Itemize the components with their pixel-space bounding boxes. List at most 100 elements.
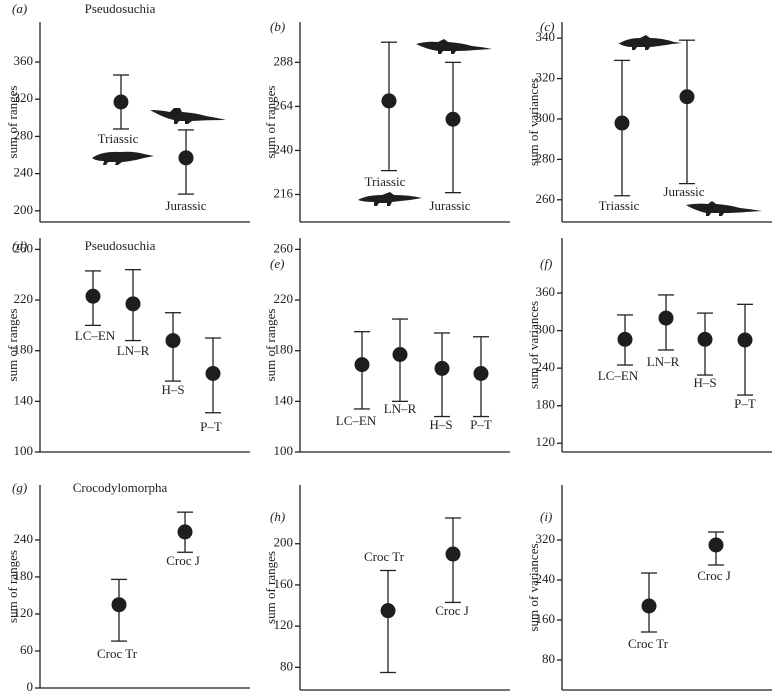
y-axis-label: sum of variances: [526, 78, 541, 166]
panel-label: (d): [12, 238, 27, 253]
panel-label: (e): [270, 256, 284, 271]
point: [85, 288, 101, 304]
y-tick-label: 320: [536, 531, 556, 546]
panel-title: Pseudosuchia: [85, 1, 156, 16]
y-tick-label: 300: [536, 110, 556, 125]
category-label: Croc J: [435, 603, 469, 618]
point: [113, 94, 129, 110]
point: [658, 310, 674, 326]
y-tick-label: 288: [274, 53, 294, 68]
point: [205, 365, 221, 381]
silhouette: [358, 192, 422, 206]
point: [111, 597, 127, 613]
silhouette: [618, 35, 682, 50]
category-label: P–T: [200, 419, 222, 434]
y-tick-label: 280: [14, 127, 34, 142]
y-tick-label: 120: [536, 434, 556, 449]
y-tick-label: 100: [14, 443, 34, 458]
y-tick-label: 260: [274, 240, 294, 255]
y-tick-label: 140: [274, 392, 294, 407]
point: [697, 331, 713, 347]
point: [380, 603, 396, 619]
panel-label: (b): [270, 19, 285, 34]
category-label: Croc Tr: [97, 646, 138, 661]
y-axis-label: sum of ranges: [5, 309, 20, 382]
point: [617, 331, 633, 347]
y-tick-label: 180: [14, 342, 34, 357]
category-label: Triassic: [365, 174, 406, 189]
y-axis-label: sum of ranges: [263, 86, 278, 159]
y-tick-label: 160: [274, 576, 294, 591]
y-tick-label: 340: [536, 29, 556, 44]
point: [679, 89, 695, 105]
y-tick-label: 180: [274, 342, 294, 357]
silhouettes: [92, 35, 762, 216]
silhouette: [416, 39, 492, 54]
y-axis-label: sum of ranges: [5, 550, 20, 623]
point: [354, 357, 370, 373]
y-tick-label: 100: [274, 443, 294, 458]
point: [614, 115, 630, 131]
y-tick-label: 280: [536, 150, 556, 165]
category-label: LN–R: [384, 401, 417, 416]
panel-title: Crocodylomorpha: [73, 480, 168, 495]
category-label: Croc Tr: [628, 636, 669, 651]
y-tick-label: 320: [14, 90, 34, 105]
y-tick-label: 180: [536, 397, 556, 412]
panel-label: (c): [540, 19, 554, 34]
point: [708, 537, 724, 553]
panel-label: (f): [540, 256, 552, 271]
y-tick-label: 264: [274, 97, 294, 112]
silhouette: [150, 108, 226, 124]
silhouette: [92, 151, 154, 165]
y-tick-label: 140: [14, 392, 34, 407]
y-tick-label: 80: [542, 651, 555, 666]
category-label: Croc Tr: [364, 549, 405, 564]
point: [641, 598, 657, 614]
y-tick-label: 240: [14, 531, 34, 546]
category-label: H–S: [693, 375, 716, 390]
y-tick-label: 260: [536, 191, 556, 206]
point: [434, 360, 450, 376]
category-label: Triassic: [599, 198, 640, 213]
category-label: P–T: [734, 396, 756, 411]
panel-label: (h): [270, 509, 285, 524]
panel-label: (g): [12, 480, 27, 495]
category-label: Croc J: [166, 553, 200, 568]
y-tick-label: 360: [536, 284, 556, 299]
y-tick-label: 360: [14, 53, 34, 68]
point: [445, 546, 461, 562]
y-tick-label: 240: [14, 165, 34, 180]
y-tick-label: 320: [536, 70, 556, 85]
point: [125, 296, 141, 312]
y-tick-label: 80: [280, 658, 293, 673]
point: [473, 365, 489, 381]
category-label: Triassic: [98, 131, 139, 146]
y-tick-label: 200: [274, 535, 294, 550]
panel-title: Pseudosuchia: [85, 238, 156, 253]
panel-label: (a): [12, 1, 27, 16]
point: [165, 333, 181, 349]
category-label: Jurassic: [165, 198, 206, 213]
y-tick-label: 160: [536, 611, 556, 626]
y-tick-label: 200: [14, 202, 34, 217]
y-tick-label: 240: [536, 359, 556, 374]
y-tick-label: 240: [274, 141, 294, 156]
category-label: LC–EN: [336, 413, 377, 428]
point: [737, 332, 753, 348]
y-tick-label: 260: [14, 240, 34, 255]
category-label: H–S: [429, 417, 452, 432]
y-axis-label: sum of ranges: [5, 86, 20, 159]
category-label: LN–R: [647, 354, 680, 369]
y-axis-label: sum of variances: [526, 301, 541, 389]
point: [177, 524, 193, 540]
y-tick-label: 240: [536, 571, 556, 586]
category-label: Jurassic: [663, 184, 704, 199]
y-axis-label: sum of ranges: [263, 309, 278, 382]
y-axis-label: sum of variances: [526, 543, 541, 631]
y-tick-label: 180: [14, 568, 34, 583]
y-tick-label: 216: [274, 185, 294, 200]
y-tick-label: 120: [274, 617, 294, 632]
y-tick-label: 220: [14, 291, 34, 306]
